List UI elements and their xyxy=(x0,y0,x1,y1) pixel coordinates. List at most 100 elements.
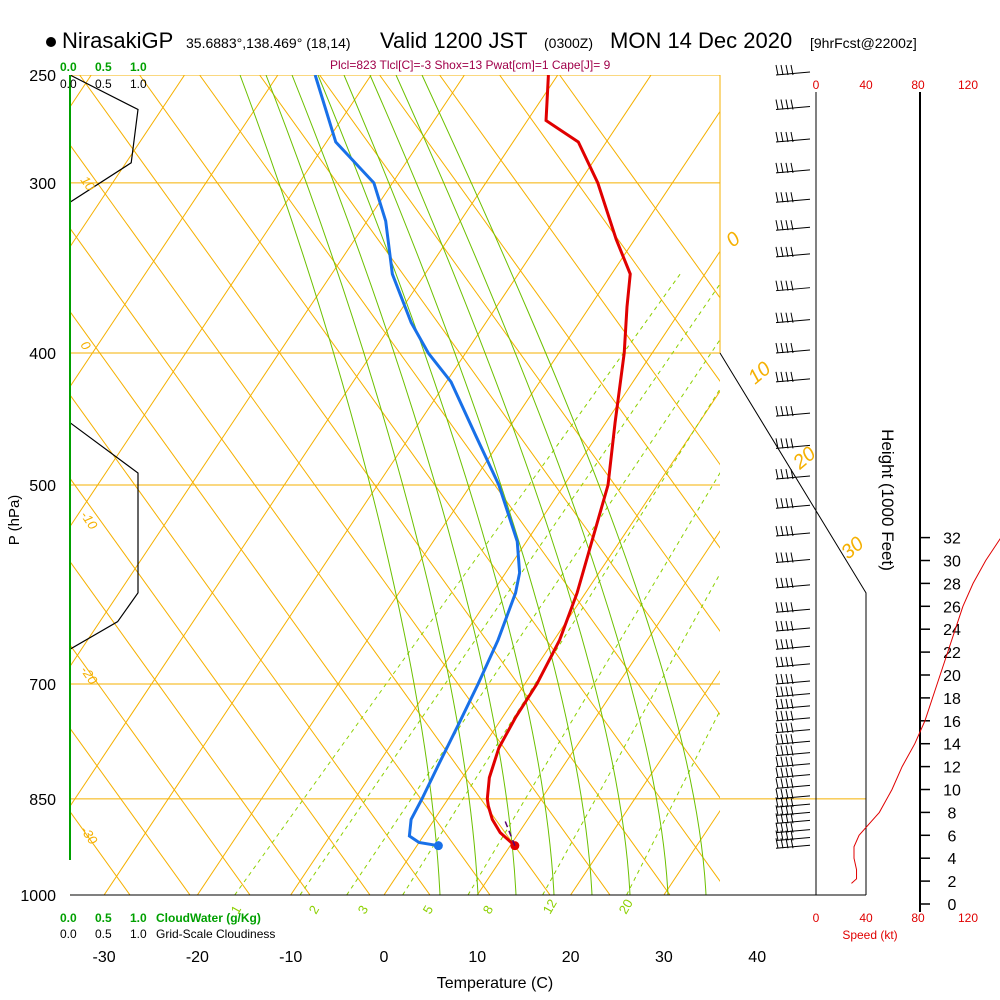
wind-barb-flag xyxy=(790,192,794,203)
wind-barb-flag xyxy=(780,405,784,417)
wind-barb-flag xyxy=(790,830,794,841)
cloudiness-label: Grid-Scale Cloudiness xyxy=(156,927,275,941)
wind-barb-flag xyxy=(775,498,779,509)
mixing-ratio-label: 3 xyxy=(355,903,372,917)
wind-barb xyxy=(775,710,811,722)
pressure-axis-label: P (hPa) xyxy=(6,495,23,546)
wind-barb-flag xyxy=(790,734,794,745)
wind-barb xyxy=(775,745,811,757)
surface-dewpoint-point xyxy=(433,841,443,851)
wind-barb-flag xyxy=(775,620,779,632)
pressure-tick-label: 850 xyxy=(29,792,56,809)
temperature-tick-label: 10 xyxy=(468,949,486,966)
wind-barb-flag xyxy=(785,99,789,110)
temperature-tick-label: 30 xyxy=(655,949,673,966)
wind-barb-flag xyxy=(785,577,789,588)
wind-barb-flag xyxy=(775,830,779,841)
wind-barb-flag xyxy=(785,498,789,509)
mixing-ratio-line xyxy=(626,709,720,895)
cloudwater-top-tick: 0.5 xyxy=(95,60,112,74)
wind-barb-flag xyxy=(790,246,794,257)
wind-barb-flag xyxy=(790,498,794,509)
mixing-ratio-line xyxy=(346,338,720,895)
wind-barb-flag xyxy=(785,468,789,480)
wind-barb-flag xyxy=(780,813,784,824)
wind-barb-flag xyxy=(775,162,779,174)
moist-adiabat-line xyxy=(395,75,669,895)
wind-barb-flag xyxy=(790,131,794,143)
pressure-tick-label: 1000 xyxy=(20,888,56,905)
wind-barb-flag xyxy=(780,131,784,143)
wind-barb-flag xyxy=(775,405,779,417)
wind-barb-flag xyxy=(775,673,779,685)
speed-top-tick: 40 xyxy=(859,78,873,92)
height-tick-label: 32 xyxy=(943,531,961,548)
forecast-date: MON 14 Dec 2020 xyxy=(610,28,793,53)
wind-barb xyxy=(775,577,811,589)
wind-barb-flag xyxy=(780,838,784,849)
mixing-ratio-label: 20 xyxy=(616,896,636,916)
height-axis-label: Height (1000 Feet) xyxy=(878,429,897,571)
wind-barb-flag xyxy=(780,734,784,745)
wind-barb-flag xyxy=(775,312,779,323)
wind-barb-flag xyxy=(785,552,789,563)
wind-barb-flag xyxy=(785,830,789,841)
wind-barb-flag xyxy=(785,805,789,816)
temperature-tick-label: 20 xyxy=(562,949,580,966)
wind-barb-flag xyxy=(780,673,784,685)
wind-barb-flag xyxy=(785,192,789,203)
wind-barb-flag xyxy=(775,468,779,480)
wind-barb-flag xyxy=(780,498,784,509)
isotherm-line xyxy=(70,75,465,668)
wind-barb xyxy=(775,756,811,768)
wind-barb-flag xyxy=(790,438,794,449)
dry-adiabat-line xyxy=(259,75,720,716)
isotherm-line xyxy=(70,75,559,808)
station-coords: 35.6883°,138.469° (18,14) xyxy=(186,35,351,51)
cloudwater-bottom-tick: 1.0 xyxy=(130,911,147,925)
mixing-ratio-label: 8 xyxy=(480,903,497,917)
wind-barb-flag xyxy=(790,767,794,778)
cloudiness-top-tick: 1.0 xyxy=(130,77,147,91)
mixing-ratio-line xyxy=(234,273,681,895)
mixing-ratio-label: 12 xyxy=(540,896,560,916)
cloudwater-label: CloudWater (g/Kg) xyxy=(156,911,261,925)
wind-barb-flag xyxy=(775,220,779,231)
wind-barb-flag xyxy=(785,797,789,808)
wind-barb xyxy=(775,686,811,698)
wind-barb-flag xyxy=(780,788,784,799)
wind-barb-flag xyxy=(785,342,789,354)
speed-bottom-tick: 0 xyxy=(813,911,820,925)
wind-barb-flag xyxy=(775,525,779,537)
moist-adiabat-line xyxy=(291,75,517,895)
dry-adiabat-line xyxy=(70,477,371,895)
wind-barb xyxy=(775,767,811,779)
dry-adiabat-line xyxy=(70,644,251,895)
wind-speed-profile xyxy=(851,538,1000,884)
wind-barb-flag xyxy=(790,525,794,537)
wind-barb-flag xyxy=(780,778,784,789)
wind-barb-flag xyxy=(785,639,789,650)
wind-barb-flag xyxy=(780,342,784,354)
wind-barb-flag xyxy=(775,722,779,733)
dry-adiabat-line xyxy=(70,144,611,895)
height-tick-label: 6 xyxy=(948,828,957,845)
wind-barb-flag xyxy=(790,698,794,709)
wind-barb xyxy=(775,468,811,480)
isotherm-line xyxy=(851,75,1000,895)
height-tick-label: 22 xyxy=(943,645,961,662)
wind-barb-flag xyxy=(775,99,779,110)
forecast-run: [9hrFcst@2200z] xyxy=(810,35,917,51)
wind-barb-flag xyxy=(790,64,794,76)
temperature-axis-label: Temperature (C) xyxy=(437,975,553,992)
height-tick-label: 20 xyxy=(943,668,961,685)
wind-barb-flag xyxy=(775,767,779,778)
height-tick-label: 16 xyxy=(943,714,961,731)
wind-barb-flag xyxy=(785,312,789,323)
wind-barb-flag xyxy=(775,438,779,449)
wind-barb-flag xyxy=(785,767,789,778)
wind-barb xyxy=(775,552,811,564)
wind-barb-flag xyxy=(780,745,784,756)
isotherm-line xyxy=(196,110,720,895)
